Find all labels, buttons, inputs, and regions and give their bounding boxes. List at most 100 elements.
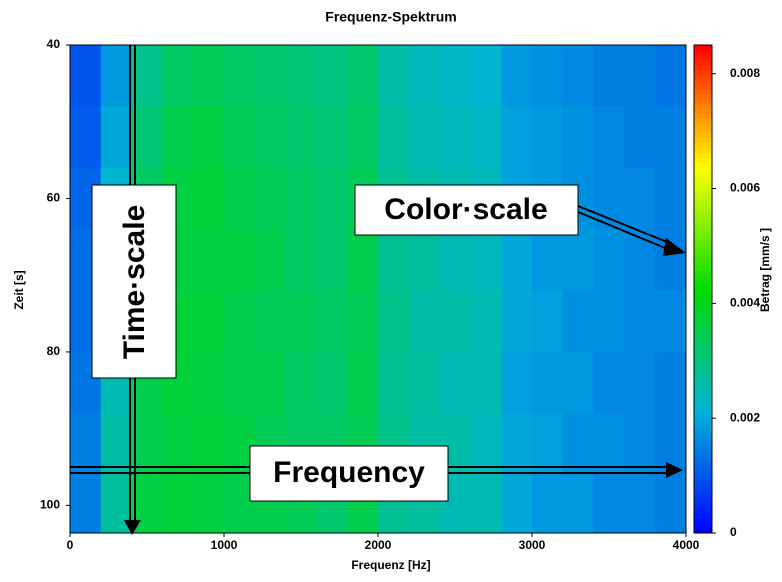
heatmap-cell bbox=[193, 474, 225, 533]
heatmap-cell bbox=[501, 474, 533, 533]
heatmap-cell bbox=[285, 106, 317, 169]
colorbar-band bbox=[694, 191, 712, 197]
colorbar-band bbox=[694, 459, 712, 466]
colorbar-band bbox=[694, 240, 712, 246]
colorbar-band bbox=[694, 279, 712, 285]
arrow-head bbox=[663, 238, 686, 256]
x-tick-label: 3000 bbox=[519, 538, 546, 552]
colorbar-band bbox=[694, 523, 712, 529]
heatmap-cell bbox=[532, 290, 564, 353]
heatmap-cell bbox=[162, 106, 194, 169]
colorbar-band bbox=[694, 396, 712, 402]
colorbar-band bbox=[694, 167, 712, 173]
colorbar-band bbox=[694, 474, 712, 480]
x-tick-label: 1000 bbox=[211, 538, 238, 552]
heatmap-cell bbox=[254, 290, 287, 353]
heatmap-cell bbox=[501, 413, 533, 476]
colorbar-band bbox=[694, 181, 712, 188]
x-axis-label: Frequenz [Hz] bbox=[351, 558, 430, 572]
colorbar-band bbox=[694, 440, 712, 446]
heatmap-cell bbox=[285, 45, 317, 107]
colorbar-band bbox=[694, 84, 712, 90]
heatmap-cell bbox=[316, 229, 348, 292]
colorbar-band bbox=[694, 337, 712, 344]
heatmap-cell bbox=[224, 351, 256, 414]
colorbar-band bbox=[694, 93, 712, 100]
heatmap-cell bbox=[501, 290, 533, 353]
colorbar-band bbox=[694, 450, 712, 456]
colorbar-band bbox=[694, 147, 712, 153]
heatmap-cell bbox=[316, 167, 348, 230]
heatmap-cell bbox=[439, 45, 471, 107]
plot-frame bbox=[69, 44, 687, 534]
heatmap-cell bbox=[593, 413, 625, 476]
heatmap-cell bbox=[624, 45, 656, 107]
colorbar-band bbox=[694, 308, 712, 314]
colorbar-band bbox=[694, 274, 712, 280]
heatmap-cell bbox=[593, 290, 625, 353]
heatmap-cell bbox=[316, 290, 348, 353]
heatmap-cell bbox=[562, 413, 595, 476]
colorbar-band bbox=[694, 503, 712, 510]
arrow-head bbox=[666, 462, 683, 478]
heatmap-cell bbox=[408, 229, 441, 292]
heatmap-cell bbox=[378, 351, 410, 414]
colorbar-band bbox=[694, 249, 712, 256]
colorbar-band bbox=[694, 528, 712, 534]
heatmap-cell bbox=[378, 229, 410, 292]
colorbar-band bbox=[694, 303, 712, 310]
annotation-box bbox=[354, 184, 579, 236]
colorbar-band bbox=[694, 518, 712, 524]
heatmap-cell bbox=[593, 106, 625, 169]
colorbar-band bbox=[694, 245, 712, 251]
heatmap-cell bbox=[470, 413, 502, 476]
colorbar-band bbox=[694, 484, 712, 490]
heatmap-cell bbox=[470, 106, 502, 169]
y-axis-label: Zeit [s] bbox=[12, 270, 26, 309]
colorbar-band bbox=[694, 298, 712, 305]
heatmap-cell bbox=[193, 167, 225, 230]
colorbar-band bbox=[694, 157, 712, 163]
heatmap-cell bbox=[501, 106, 533, 169]
colorbar-band bbox=[694, 493, 712, 500]
colorbar-band bbox=[694, 328, 712, 334]
colorbar-band bbox=[694, 357, 712, 363]
heatmap-cell bbox=[593, 474, 625, 533]
heatmap-cell bbox=[624, 474, 656, 533]
heatmap-cell bbox=[193, 106, 225, 169]
colorbar-band bbox=[694, 210, 712, 217]
colorbar-band bbox=[694, 230, 712, 236]
heatmap-cell bbox=[131, 45, 163, 107]
colorbar-band bbox=[694, 376, 712, 383]
heatmap-cell bbox=[224, 106, 256, 169]
axes: 0 0.002 0.004 0.006 0.008 0 1000 2000 3000 4000 40… bbox=[40, 37, 760, 552]
heatmap-cell bbox=[162, 474, 194, 533]
heatmap-cell bbox=[532, 351, 564, 414]
colorbar bbox=[693, 44, 713, 534]
colorbar-band bbox=[694, 411, 712, 417]
colorbar-band bbox=[694, 347, 712, 353]
arrow-head bbox=[124, 520, 141, 535]
heatmap-cell bbox=[408, 290, 441, 353]
colorbar-label: Betrag [mm/s ] bbox=[758, 228, 772, 312]
colorbar-band bbox=[694, 445, 712, 451]
heatmap-cell bbox=[501, 229, 533, 292]
heatmap-cell bbox=[100, 45, 133, 107]
colorbar-band bbox=[694, 113, 712, 119]
colorbar-band bbox=[694, 435, 712, 441]
colorbar-tick-label: 0 bbox=[730, 525, 737, 539]
heatmap-cell bbox=[593, 351, 625, 414]
heatmap-cell bbox=[193, 290, 225, 353]
y-tick-label: 100 bbox=[40, 498, 60, 512]
heatmap-cell bbox=[347, 45, 379, 107]
colorbar-band bbox=[694, 225, 712, 231]
colorbar-band bbox=[694, 386, 712, 392]
heatmap-cell bbox=[655, 474, 686, 533]
heatmap-cell bbox=[254, 351, 287, 414]
colorbar-band bbox=[694, 54, 712, 61]
heatmap-cell bbox=[162, 45, 194, 107]
colorbar-band bbox=[694, 454, 712, 461]
colorbar-band bbox=[694, 367, 712, 373]
heatmap-cell bbox=[532, 229, 564, 292]
heatmap-cell bbox=[532, 45, 564, 107]
